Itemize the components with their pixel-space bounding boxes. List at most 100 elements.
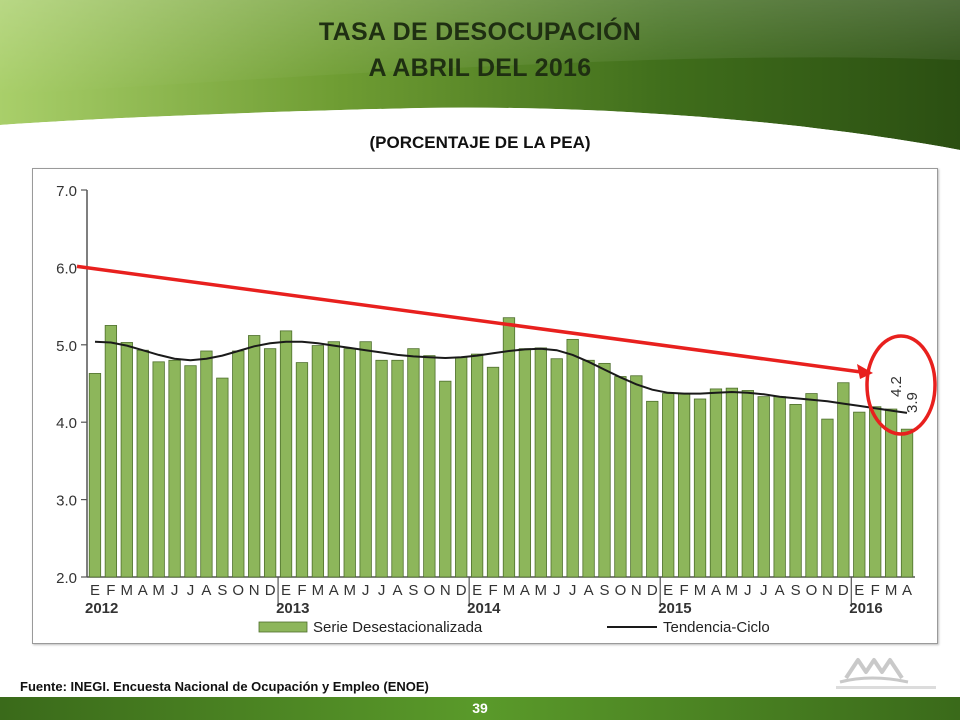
trend-arrow-line — [76, 264, 862, 374]
x-tick-label: F — [106, 582, 115, 599]
x-tick-label: A — [201, 582, 211, 599]
x-tick-label: M — [885, 582, 898, 599]
x-tick-label: J — [362, 582, 370, 599]
bar — [295, 362, 309, 578]
x-tick-label: E — [90, 582, 100, 599]
x-tick-label: S — [599, 582, 609, 599]
bar — [677, 393, 691, 578]
x-tick-label: O — [424, 582, 436, 599]
source-note: Fuente: INEGI. Encuesta Nacional de Ocup… — [20, 679, 429, 694]
x-tick-label: N — [249, 582, 260, 599]
x-tick-label: S — [791, 582, 801, 599]
bar — [327, 341, 340, 578]
bar — [534, 347, 547, 578]
bar — [311, 345, 325, 578]
bar — [884, 408, 898, 578]
bar — [518, 348, 532, 578]
x-tick-label: E — [472, 582, 482, 599]
x-tick-label: N — [631, 582, 642, 599]
bar — [566, 338, 579, 578]
bar — [773, 396, 786, 578]
bar — [757, 396, 770, 578]
bar — [184, 365, 197, 578]
x-tick-label: E — [663, 582, 673, 599]
bar — [725, 387, 739, 578]
x-tick-label: A — [584, 582, 594, 599]
bar — [614, 376, 627, 578]
page-number: 39 — [472, 700, 488, 716]
x-tick-label: J — [744, 582, 752, 599]
bar — [646, 400, 659, 578]
x-tick-label: D — [838, 582, 849, 599]
x-tick-label: F — [297, 582, 306, 599]
x-tick-label: M — [312, 582, 325, 599]
bar — [582, 359, 595, 578]
bar — [423, 355, 436, 578]
bar — [805, 393, 818, 578]
bar — [263, 348, 277, 578]
bar — [248, 335, 261, 578]
year-label: 2015 — [658, 600, 691, 617]
bar — [789, 403, 802, 578]
bar — [741, 390, 754, 578]
bar — [200, 350, 213, 578]
x-tick-label: S — [217, 582, 227, 599]
year-label: 2013 — [276, 600, 309, 617]
bar — [550, 358, 563, 578]
x-tick-label: M — [121, 582, 134, 599]
bar — [391, 359, 404, 578]
footer-bar — [0, 697, 960, 720]
x-tick-label: A — [711, 582, 721, 599]
bar — [407, 348, 420, 578]
highlight-ellipse — [865, 334, 937, 436]
y-tick-label: 5.0 — [56, 338, 77, 355]
y-tick-label: 2.0 — [56, 570, 77, 587]
bar — [120, 342, 133, 578]
bar — [104, 325, 118, 578]
chart-frame: 7.0 6.0 5.0 4.0 3.0 2.0 E F M A M J J A S O N D E F M A M J J A S O… — [32, 168, 938, 644]
legend-label-trend: Tendencia-Ciclo — [663, 619, 770, 636]
x-tick-label: A — [392, 582, 402, 599]
x-tick-label: M — [726, 582, 739, 599]
bar — [502, 317, 516, 578]
bar — [821, 418, 834, 578]
x-tick-label: M — [152, 582, 165, 599]
x-tick-label: M — [503, 582, 516, 599]
annotation-value-3-9: 3.9 — [904, 392, 921, 413]
x-tick-label: S — [408, 582, 418, 599]
x-tick-label: D — [647, 582, 658, 599]
x-tick-label: A — [902, 582, 912, 599]
y-tick-label: 3.0 — [56, 493, 77, 510]
year-label: 2014 — [467, 600, 501, 617]
bar — [439, 380, 452, 578]
x-tick-label: M — [343, 582, 356, 599]
bar — [88, 373, 102, 578]
x-tick-label: A — [520, 582, 530, 599]
trend-line — [94, 340, 908, 414]
x-tick-label: D — [456, 582, 467, 599]
legend-label-bars: Serie Desestacionalizada — [313, 619, 483, 636]
x-tick-label: N — [440, 582, 451, 599]
x-tick-label: N — [822, 582, 833, 599]
bar — [709, 388, 723, 578]
year-label: 2012 — [85, 600, 118, 617]
x-tick-label: E — [854, 582, 864, 599]
y-tick-label: 6.0 — [56, 260, 77, 277]
bar — [168, 359, 181, 578]
bar — [900, 428, 914, 578]
x-tick-label: F — [488, 582, 497, 599]
bar — [232, 350, 245, 578]
title-line-2: A ABRIL DEL 2016 — [368, 54, 592, 82]
bar — [136, 349, 149, 578]
x-tick-label: F — [871, 582, 880, 599]
annotation-value-4-2: 4.2 — [888, 376, 905, 397]
x-tick-label: M — [694, 582, 707, 599]
page-title: TASA DE DESOCUPACIÓN A ABRIL DEL 2016 — [0, 14, 960, 86]
bar — [470, 353, 484, 578]
x-tick-label: J — [187, 582, 195, 599]
year-label: 2016 — [849, 600, 882, 617]
x-tick-label: J — [760, 582, 768, 599]
title-line-1: TASA DE DESOCUPACIÓN — [318, 18, 642, 46]
bar — [152, 361, 165, 578]
x-tick-label: O — [806, 582, 818, 599]
